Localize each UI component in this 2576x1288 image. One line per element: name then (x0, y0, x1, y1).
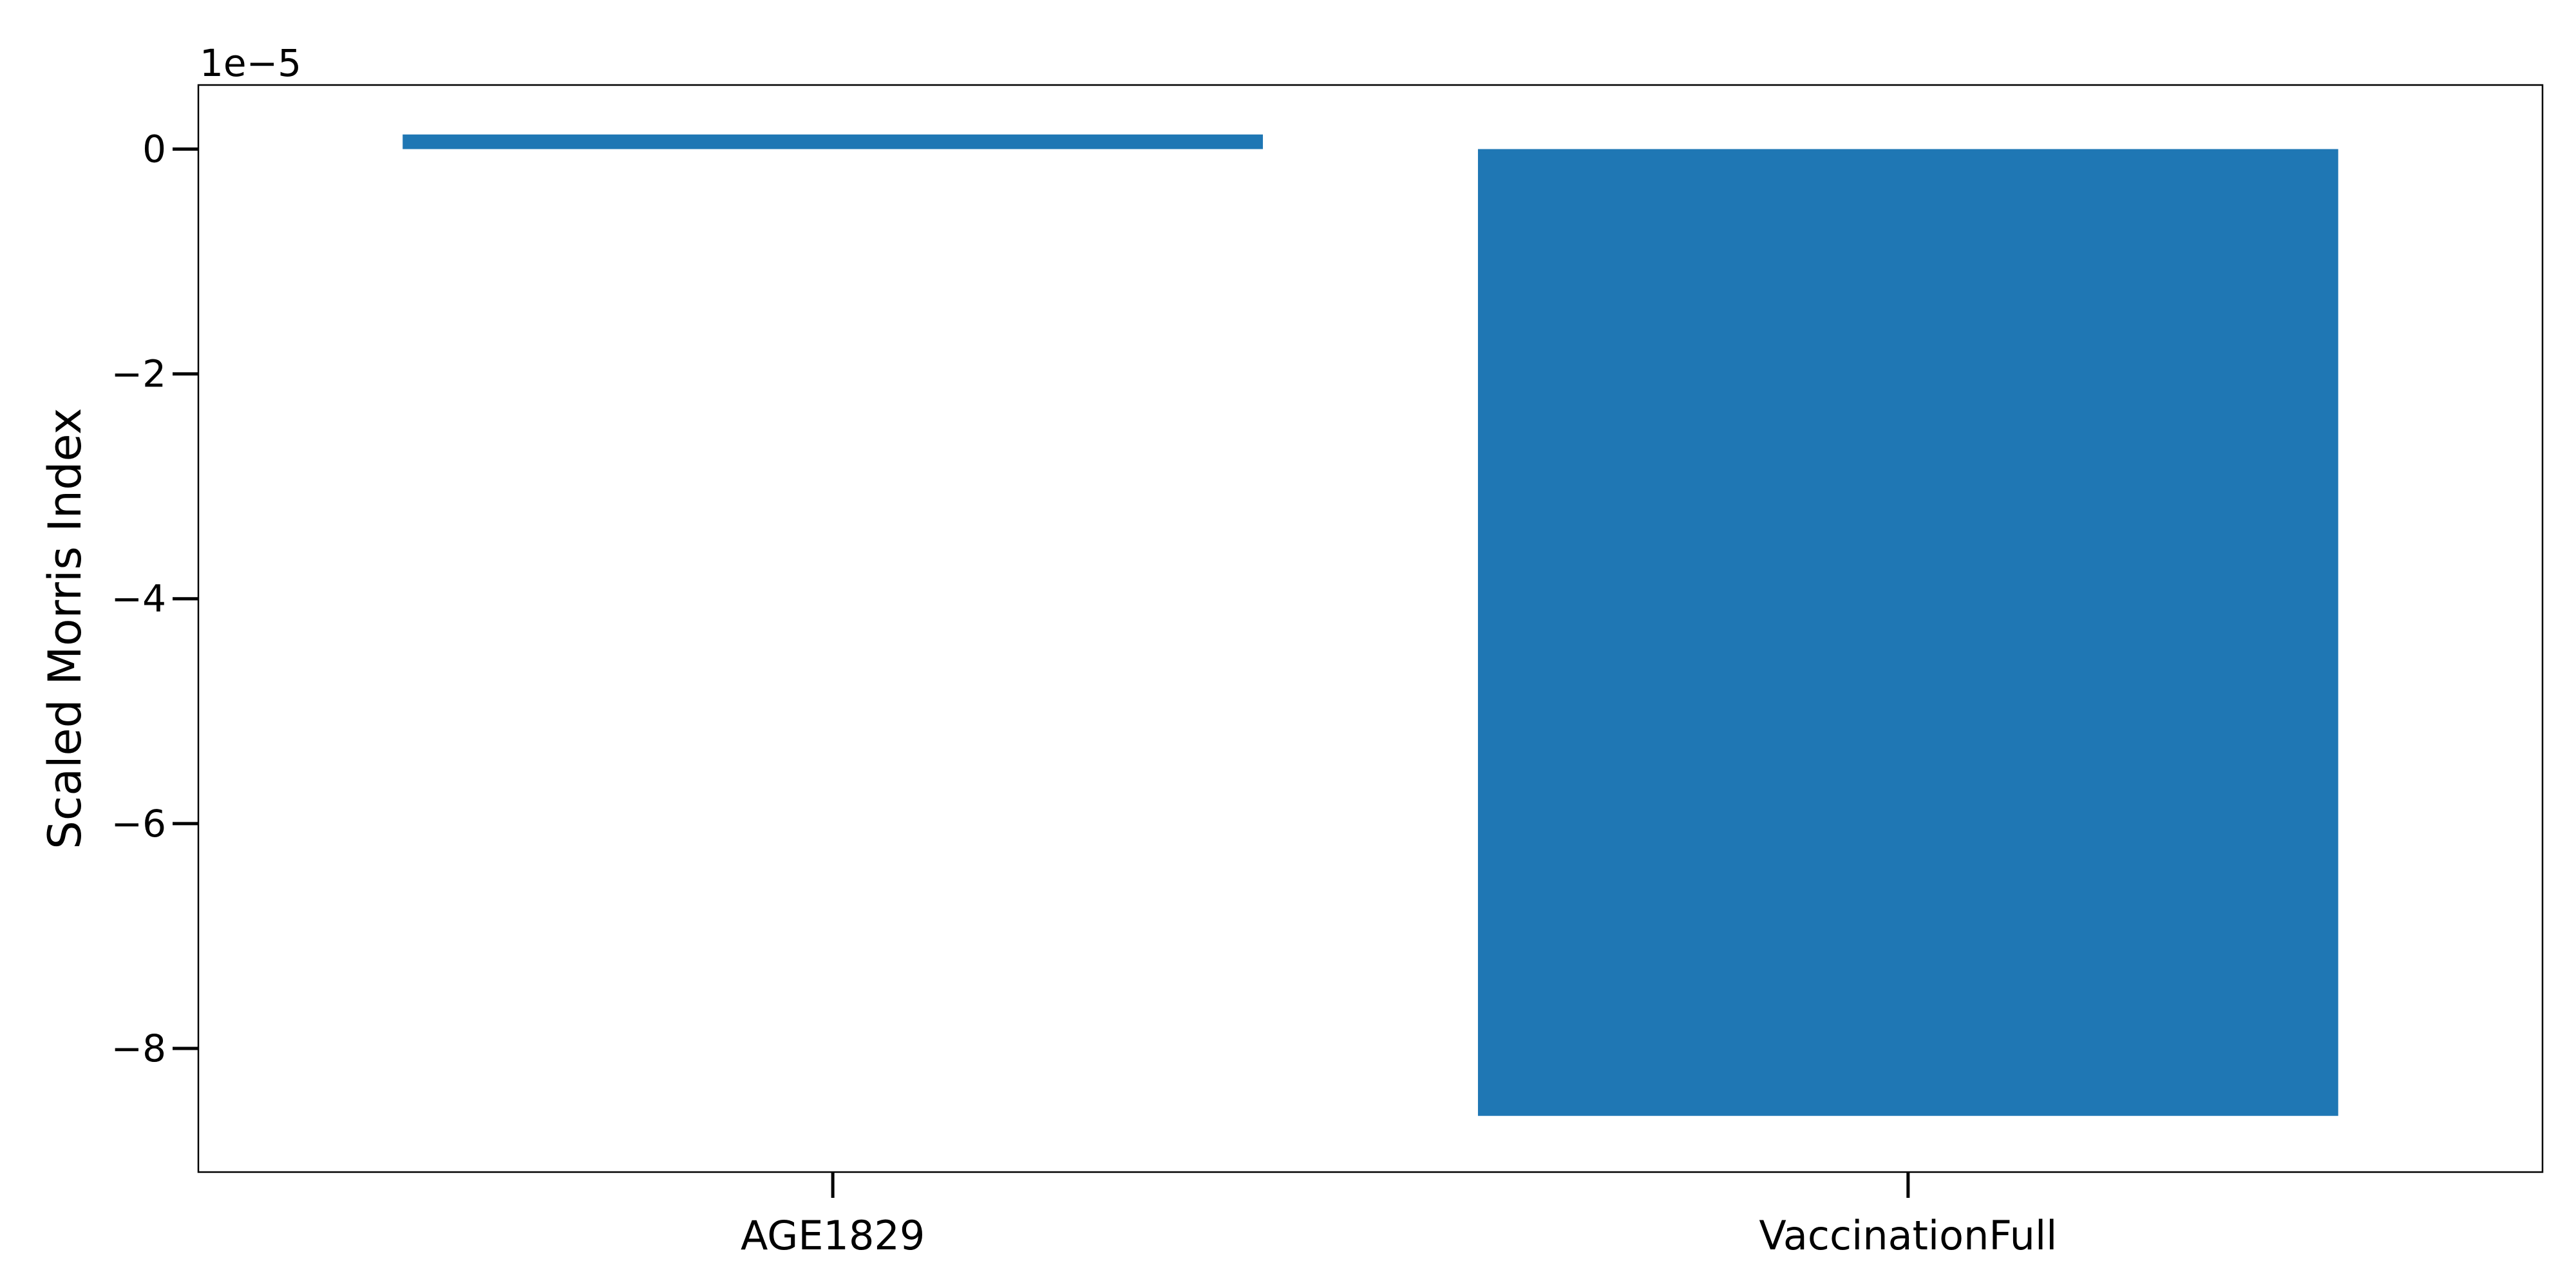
x-axis-ticks: AGE1829 VaccinationFull (741, 1172, 2057, 1259)
y-tick-label: −4 (111, 577, 167, 621)
x-tick-label-vaccinationfull: VaccinationFull (1759, 1212, 2057, 1259)
bars-group (402, 134, 2338, 1116)
y-tick-label: −8 (111, 1027, 167, 1070)
plot-frame (197, 84, 2544, 1173)
bar-vaccinationfull (1477, 149, 2338, 1116)
bar-age1829 (402, 134, 1264, 149)
y-axis-label: Scaled Morris Index (39, 408, 91, 849)
y-axis-ticks: 0 −2 −4 −6 −8 (111, 127, 198, 1070)
y-tick-label: 0 (142, 127, 166, 171)
y-tick-label: −2 (111, 352, 167, 396)
x-tick-label-age1829: AGE1829 (741, 1212, 925, 1259)
axis-scale-label: 1e−5 (200, 41, 301, 85)
y-tick-label: −6 (111, 802, 167, 846)
